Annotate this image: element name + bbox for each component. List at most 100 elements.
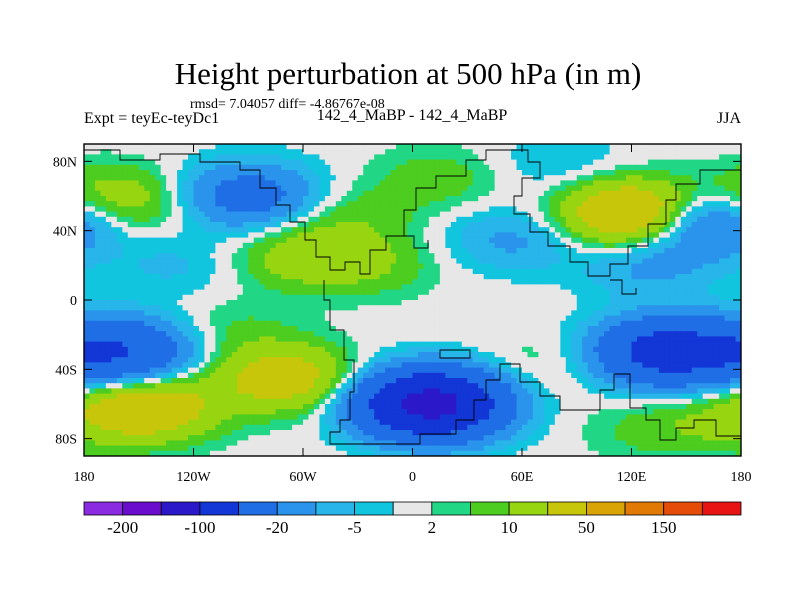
field-cell [593, 216, 600, 223]
field-cell [686, 253, 693, 259]
field-cell [500, 248, 506, 254]
field-cell [308, 253, 315, 259]
field-cell [494, 331, 501, 337]
field-cell [94, 352, 101, 358]
field-cell [560, 341, 567, 348]
field-cell [571, 190, 578, 197]
field-cell [467, 232, 474, 238]
field-cell [456, 164, 463, 171]
field-cell [122, 227, 129, 233]
field-cell [122, 206, 129, 212]
field-cell [538, 185, 545, 192]
field-cell [335, 185, 342, 192]
field-cell [385, 242, 392, 249]
field-cell [456, 201, 463, 207]
field-cell [450, 336, 457, 342]
field-cell [642, 326, 649, 332]
field-cell [144, 190, 151, 197]
field-cell [259, 242, 266, 249]
field-cell [330, 242, 337, 249]
field-cell [385, 164, 392, 171]
field-cell [576, 253, 583, 259]
field-cell [253, 310, 260, 316]
field-cell [111, 164, 118, 171]
field-cell [527, 206, 534, 212]
field-cell [500, 320, 506, 327]
field-cell [423, 300, 430, 306]
field-cell [615, 170, 621, 176]
field-cell [193, 190, 200, 197]
field-cell [335, 258, 342, 264]
field-cell [171, 263, 178, 270]
field-cell [636, 227, 643, 233]
field-cell [730, 320, 736, 327]
field-cell [390, 284, 397, 290]
field-cell [686, 336, 693, 342]
field-cell [636, 196, 643, 202]
field-cell [226, 279, 233, 285]
field-cell [532, 154, 539, 160]
field-cell [450, 326, 457, 332]
field-cell [664, 279, 671, 285]
field-cell [598, 341, 605, 348]
field-cell [626, 253, 632, 259]
field-cell [264, 164, 271, 171]
field-cell [105, 185, 112, 192]
field-cell [84, 279, 90, 285]
field-cell [374, 222, 381, 228]
field-cell [516, 289, 523, 296]
stats-text: rmsd= 7.04057 diff= -4.86767e-08 [190, 97, 385, 112]
field-cell [560, 331, 567, 337]
field-cell [390, 211, 397, 218]
field-cell [127, 175, 134, 181]
field-cell [439, 227, 446, 233]
field-cell [511, 170, 517, 176]
field-cell [303, 201, 309, 207]
field-cell [472, 154, 479, 160]
field-cell [330, 320, 337, 327]
field-cell [461, 170, 468, 176]
field-cell [549, 216, 556, 223]
field-cell [434, 175, 441, 181]
field-cell [215, 352, 222, 358]
field-cell [691, 253, 698, 259]
field-cell [615, 201, 621, 207]
field-cell [620, 300, 627, 306]
field-cell [237, 331, 244, 337]
field-cell [647, 170, 654, 176]
field-cell [346, 164, 353, 171]
field-cell [204, 196, 211, 202]
field-cell [571, 227, 578, 233]
field-cell [270, 248, 277, 254]
field-cell [259, 346, 266, 353]
field-cell [500, 206, 506, 212]
field-cell [138, 341, 145, 348]
field-cell [724, 336, 731, 342]
field-cell [412, 263, 419, 270]
field-cell [341, 154, 348, 160]
field-cell [313, 268, 320, 275]
field-cell [368, 284, 375, 290]
field-cell [500, 211, 506, 218]
field-cell [319, 248, 326, 254]
field-cell [565, 279, 572, 285]
field-cell [313, 196, 320, 202]
field-cell [171, 289, 178, 296]
field-cell [598, 206, 605, 212]
field-cell [439, 263, 446, 270]
field-cell [401, 175, 408, 181]
field-cell [702, 331, 709, 337]
field-cell [423, 315, 430, 322]
field-cell [297, 253, 304, 259]
field-cell [697, 201, 704, 207]
field-cell [532, 284, 539, 290]
field-cell [631, 258, 638, 264]
field-cell [417, 310, 424, 316]
field-cell [658, 154, 665, 160]
field-cell [516, 305, 523, 311]
field-cell [730, 305, 736, 311]
field-cell [620, 237, 627, 244]
field-cell [122, 222, 129, 228]
field-cell [231, 190, 238, 197]
field-cell [604, 294, 611, 301]
